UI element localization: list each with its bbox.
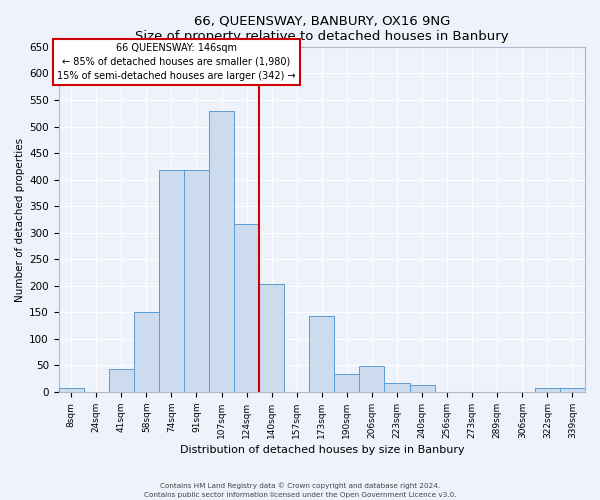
Bar — [209, 110, 234, 392]
Bar — [234, 224, 259, 392]
Bar — [259, 284, 284, 392]
Bar — [59, 388, 84, 392]
Bar — [159, 170, 184, 392]
Bar — [334, 374, 359, 392]
Bar — [359, 366, 385, 392]
Text: Contains HM Land Registry data © Crown copyright and database right 2024.
Contai: Contains HM Land Registry data © Crown c… — [144, 482, 456, 498]
X-axis label: Distribution of detached houses by size in Banbury: Distribution of detached houses by size … — [179, 445, 464, 455]
Bar — [134, 312, 159, 392]
Bar — [184, 170, 209, 392]
Bar — [535, 388, 560, 392]
Y-axis label: Number of detached properties: Number of detached properties — [15, 138, 25, 302]
Title: 66, QUEENSWAY, BANBURY, OX16 9NG
Size of property relative to detached houses in: 66, QUEENSWAY, BANBURY, OX16 9NG Size of… — [135, 15, 509, 43]
Bar — [309, 316, 334, 392]
Bar — [109, 368, 134, 392]
Bar — [410, 384, 434, 392]
Text: 66 QUEENSWAY: 146sqm
← 85% of detached houses are smaller (1,980)
15% of semi-de: 66 QUEENSWAY: 146sqm ← 85% of detached h… — [57, 43, 296, 81]
Bar — [385, 384, 410, 392]
Bar — [560, 388, 585, 392]
